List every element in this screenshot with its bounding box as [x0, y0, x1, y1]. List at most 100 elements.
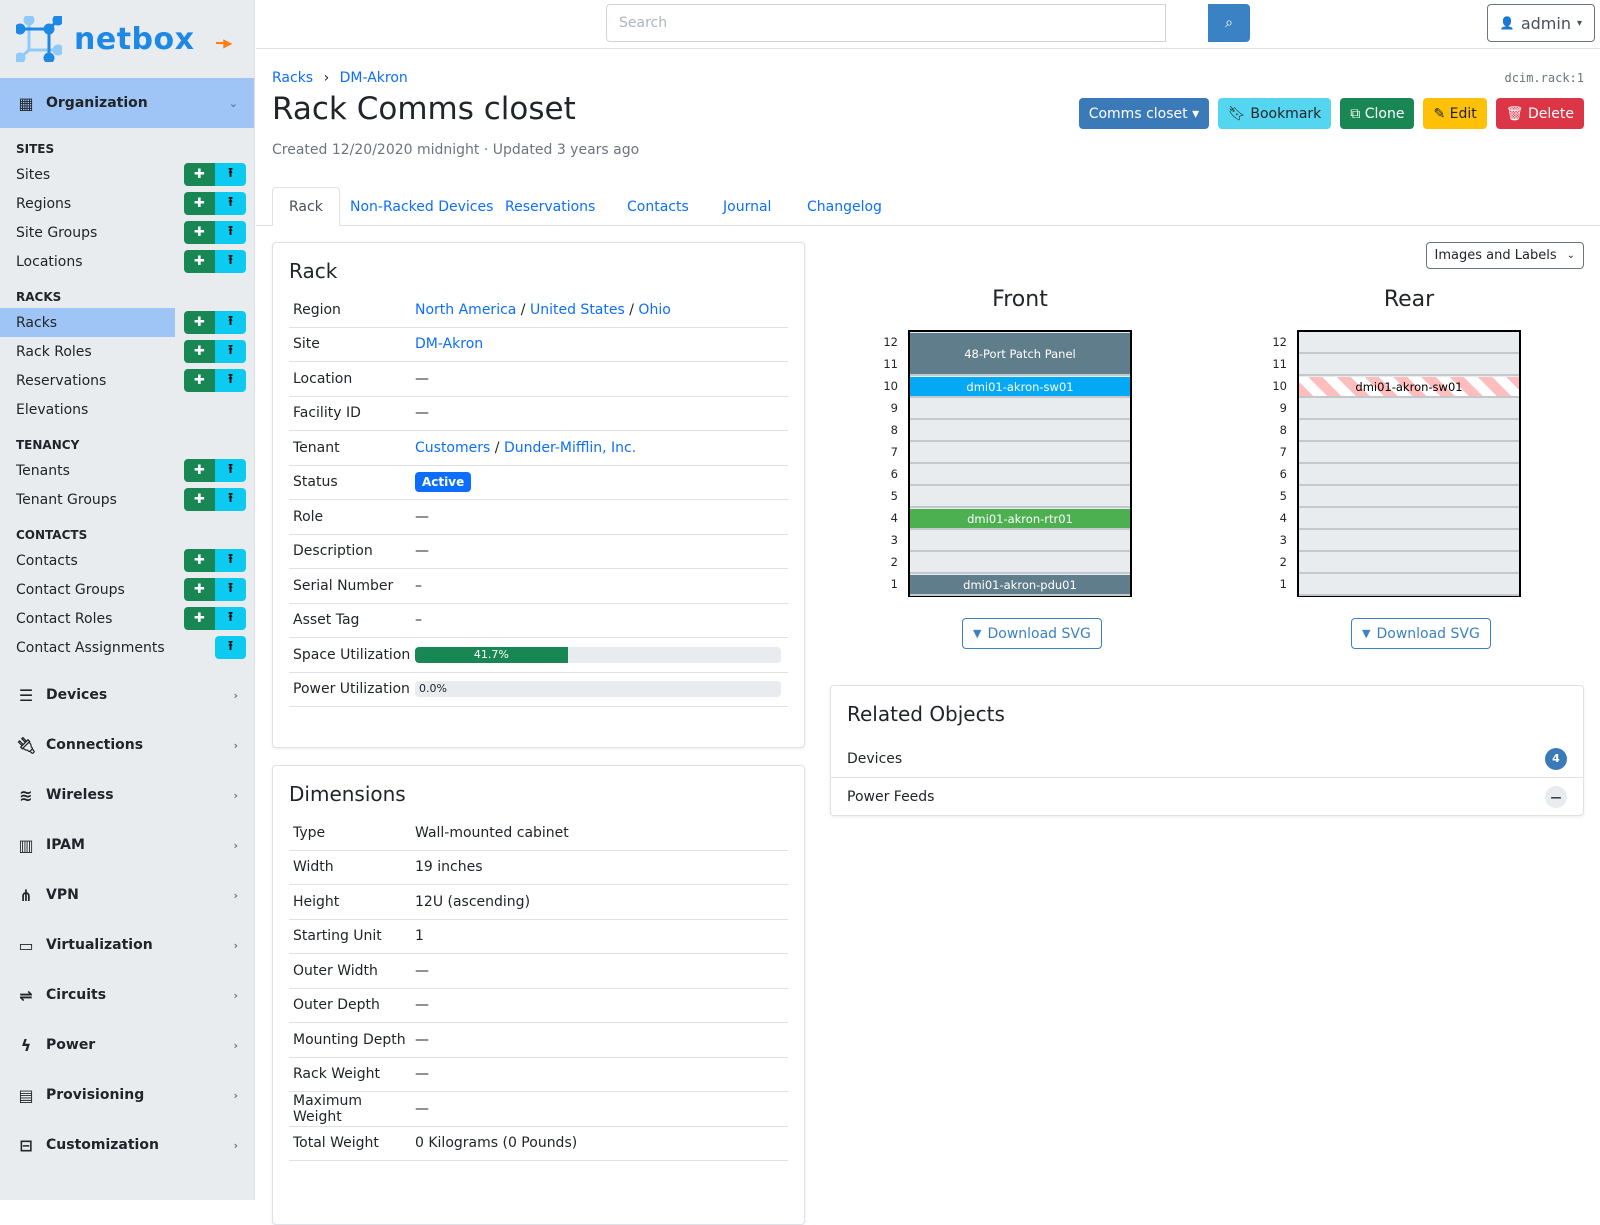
import-button[interactable]: ⭱ — [215, 163, 246, 186]
sidebar-item-locations[interactable]: Locations ✚ ⭱ — [0, 247, 254, 276]
menu-circuits[interactable]: ⇌ Circuits › — [0, 970, 254, 1020]
rack-device[interactable]: dmi01-akron-rtr01 — [910, 509, 1130, 528]
menu-organization[interactable]: ▦ Organization ⌄ — [0, 78, 254, 128]
import-button[interactable]: ⭱ — [215, 459, 246, 482]
add-button[interactable]: ✚ — [184, 578, 215, 601]
rack-unit-slot[interactable] — [910, 420, 1130, 442]
menu-devices[interactable]: ☰ Devices › — [0, 670, 254, 720]
import-button[interactable]: ⭱ — [215, 250, 246, 273]
import-button[interactable]: ⭱ — [215, 578, 246, 601]
rack-unit-slot[interactable] — [1299, 464, 1519, 486]
rack-device[interactable]: dmi01-akron-sw01 — [910, 377, 1130, 396]
rack-device[interactable]: dmi01-akron-pdu01 — [910, 575, 1130, 594]
import-button[interactable]: ⭱ — [215, 192, 246, 215]
sidebar-item-tenants[interactable]: Tenants ✚ ⭱ — [0, 456, 254, 485]
import-button[interactable]: ⭱ — [215, 636, 246, 659]
menu-ipam[interactable]: ▥ IPAM › — [0, 820, 254, 870]
search-button[interactable]: ⌕ — [1208, 4, 1250, 42]
clone-button[interactable]: ⧉ Clone — [1340, 98, 1415, 129]
menu-wireless[interactable]: ≋ Wireless › — [0, 770, 254, 820]
sidebar-item-contacts[interactable]: Contacts ✚ ⭱ — [0, 546, 254, 575]
rack-unit-slot[interactable] — [910, 464, 1130, 486]
rack-unit-slot[interactable] — [1299, 574, 1519, 596]
rack-unit-slot[interactable] — [1299, 508, 1519, 530]
import-button[interactable]: ⭱ — [215, 549, 246, 572]
elevation-view-select[interactable]: Images and Labels ⌄ — [1425, 242, 1584, 269]
user-menu-button[interactable]: 👤 admin ▾ — [1486, 4, 1595, 42]
tab-contacts[interactable]: Contacts — [627, 198, 689, 215]
related-object-row[interactable]: Devices 4 — [831, 740, 1583, 778]
rack-device[interactable]: 48-Port Patch Panel — [910, 333, 1130, 374]
bookmark-button[interactable]: 🔖︎ Bookmark — [1218, 98, 1332, 129]
add-button[interactable]: ✚ — [184, 192, 215, 215]
download-svg-button[interactable]: ▼ Download SVG — [962, 618, 1102, 649]
add-button[interactable]: ✚ — [184, 311, 215, 334]
rack-nav-dropdown[interactable]: Comms closet ▾ — [1078, 98, 1210, 129]
rack-unit-slot[interactable] — [910, 442, 1130, 464]
rack-device[interactable]: dmi01-akron-sw01 — [1299, 377, 1519, 396]
rack-unit-slot[interactable] — [1299, 354, 1519, 376]
region-link[interactable]: North America — [415, 301, 517, 318]
add-button[interactable]: ✚ — [184, 340, 215, 363]
sidebar-item-sites[interactable]: Sites ✚ ⭱ — [0, 160, 254, 189]
rack-unit-slot[interactable] — [1299, 420, 1519, 442]
rack-unit-slot[interactable] — [910, 530, 1130, 552]
tab-journal[interactable]: Journal — [723, 198, 772, 215]
region-link[interactable]: United States — [529, 301, 625, 318]
menu-virtualization[interactable]: ▭ Virtualization › — [0, 920, 254, 970]
import-button[interactable]: ⭱ — [215, 607, 246, 630]
site-link[interactable]: DM-Akron — [415, 336, 484, 353]
rack-unit-slot[interactable] — [910, 376, 1130, 398]
menu-power[interactable]: ϟ Power › — [0, 1020, 254, 1070]
tab-changelog[interactable]: Changelog — [807, 198, 882, 215]
sidebar-item-rack-roles[interactable]: Rack Roles ✚ ⭱ — [0, 337, 254, 366]
tab-reservations[interactable]: Reservations — [505, 198, 596, 215]
import-button[interactable]: ⭱ — [215, 488, 246, 511]
import-button[interactable]: ⭱ — [215, 221, 246, 244]
netbox-logo[interactable]: netbox — [0, 0, 254, 78]
rack-unit-slot[interactable] — [1299, 398, 1519, 420]
menu-provisioning[interactable]: ▤ Provisioning › — [0, 1070, 254, 1120]
delete-button[interactable]: 🗑︎ Delete — [1495, 98, 1584, 129]
sidebar-item-elevations[interactable]: Elevations — [0, 395, 254, 424]
add-button[interactable]: ✚ — [184, 488, 215, 511]
region-link[interactable]: Ohio — [638, 301, 671, 318]
tab-non-racked-devices[interactable]: Non-Racked Devices — [350, 198, 494, 215]
related-object-label[interactable]: Power Feeds — [847, 789, 935, 805]
pin-icon[interactable]: ━▶ — [216, 36, 233, 50]
add-button[interactable]: ✚ — [184, 459, 215, 482]
import-button[interactable]: ⭱ — [215, 369, 246, 392]
rack-unit-slot[interactable] — [1299, 376, 1519, 398]
add-button[interactable]: ✚ — [184, 221, 215, 244]
tenant-link[interactable]: Dunder-Mifflin, Inc. — [503, 439, 637, 456]
add-button[interactable]: ✚ — [184, 607, 215, 630]
menu-customization[interactable]: ⊟ Customization › — [0, 1120, 254, 1170]
add-button[interactable]: ✚ — [184, 163, 215, 186]
import-button[interactable]: ⭱ — [215, 311, 246, 334]
sidebar-item-tenant-groups[interactable]: Tenant Groups ✚ ⭱ — [0, 485, 254, 514]
sidebar-item-reservations[interactable]: Reservations ✚ ⭱ — [0, 366, 254, 395]
sidebar-item-site-groups[interactable]: Site Groups ✚ ⭱ — [0, 218, 254, 247]
rack-unit-slot[interactable] — [910, 398, 1130, 420]
import-button[interactable]: ⭱ — [215, 340, 246, 363]
rack-unit-slot[interactable] — [1299, 442, 1519, 464]
sidebar-item-contact-roles[interactable]: Contact Roles ✚ ⭱ — [0, 604, 254, 633]
add-button[interactable]: ✚ — [184, 250, 215, 273]
download-svg-button[interactable]: ▼ Download SVG — [1351, 618, 1491, 649]
rack-unit-slot[interactable] — [910, 574, 1130, 596]
rack-unit-slot[interactable] — [1299, 530, 1519, 552]
edit-button[interactable]: ✎ Edit — [1423, 98, 1487, 129]
rack-unit-slot[interactable] — [910, 354, 1130, 376]
tenant-link[interactable]: Customers — [415, 439, 491, 456]
rack-unit-slot[interactable] — [910, 508, 1130, 530]
tab-rack[interactable]: Rack — [272, 187, 340, 226]
sidebar-item-contact-groups[interactable]: Contact Groups ✚ ⭱ — [0, 575, 254, 604]
sidebar-item-contact-assignments[interactable]: Contact Assignments ⭱ — [0, 633, 254, 662]
related-object-row[interactable]: Power Feeds — — [831, 778, 1583, 816]
breadcrumb-racks[interactable]: Racks — [272, 70, 314, 86]
sidebar-item-regions[interactable]: Regions ✚ ⭱ — [0, 189, 254, 218]
menu-vpn[interactable]: ⋔ VPN › — [0, 870, 254, 920]
add-button[interactable]: ✚ — [184, 549, 215, 572]
rack-unit-slot[interactable] — [910, 552, 1130, 574]
add-button[interactable]: ✚ — [184, 369, 215, 392]
